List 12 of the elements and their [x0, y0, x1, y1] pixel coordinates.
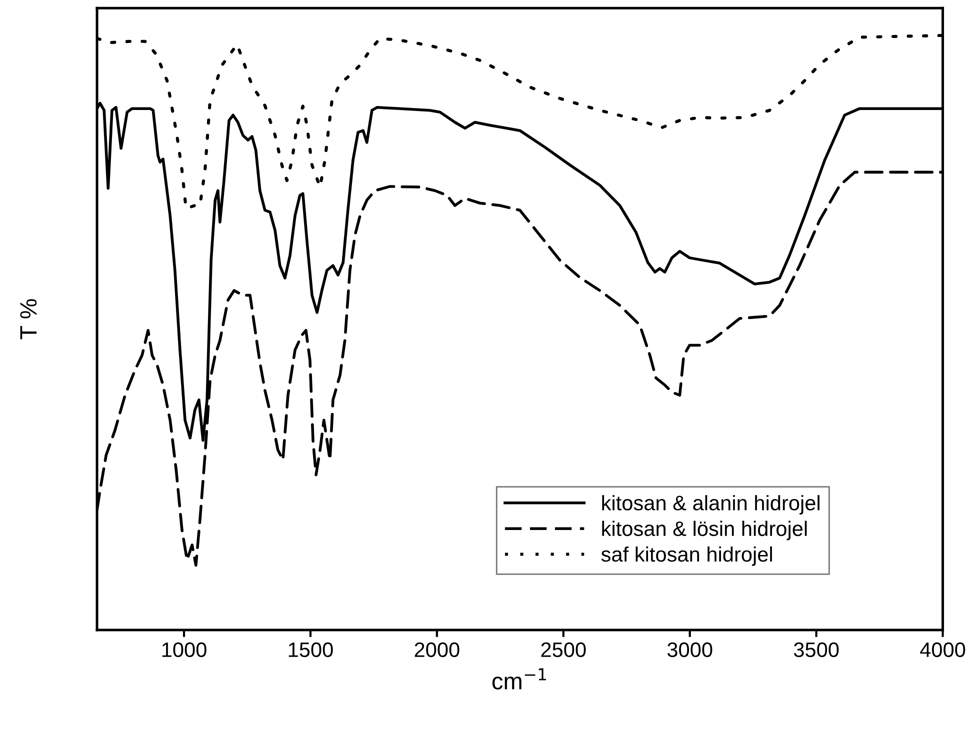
legend-label: kitosan & lösin hidrojel [602, 520, 807, 540]
x-tick-label: 4000 [920, 642, 966, 658]
x-tick-label: 3500 [794, 642, 839, 658]
x-tick-label: 2500 [541, 642, 586, 658]
x-tick-label: 2000 [414, 642, 460, 658]
x-axis-title: cm$^{−1}$ [492, 668, 546, 690]
x-tick-label: 1500 [288, 642, 333, 658]
y-axis-title: T % [20, 299, 37, 340]
legend-label: kitosan & alanin hidrojel [602, 495, 820, 515]
legend-label: saf kitosan hidrojel [601, 546, 772, 566]
x-tick-label: 3000 [667, 642, 712, 658]
x-tick-label: 1000 [162, 642, 206, 658]
